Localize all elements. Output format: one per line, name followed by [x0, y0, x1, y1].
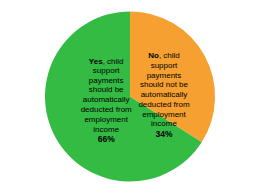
svg-text:34%: 34%	[155, 129, 172, 139]
svg-text:should be: should be	[89, 85, 124, 94]
svg-text:Yes, child: Yes, child	[89, 56, 124, 65]
svg-text:automatically: automatically	[141, 90, 188, 99]
svg-text:employment: employment	[142, 110, 186, 119]
svg-text:should not be: should not be	[140, 80, 189, 89]
svg-text:employment: employment	[84, 115, 128, 124]
svg-text:income: income	[93, 125, 119, 134]
svg-text:income: income	[151, 119, 177, 128]
svg-text:deducted from: deducted from	[138, 100, 189, 109]
svg-text:payments: payments	[147, 71, 182, 80]
svg-text:automatically: automatically	[83, 95, 130, 104]
svg-text:payments: payments	[89, 76, 124, 85]
svg-text:deducted from: deducted from	[81, 105, 132, 114]
svg-text:66%: 66%	[98, 134, 115, 144]
svg-text:No, child: No, child	[148, 51, 180, 60]
svg-text:support: support	[151, 61, 178, 70]
svg-text:support: support	[93, 66, 120, 75]
